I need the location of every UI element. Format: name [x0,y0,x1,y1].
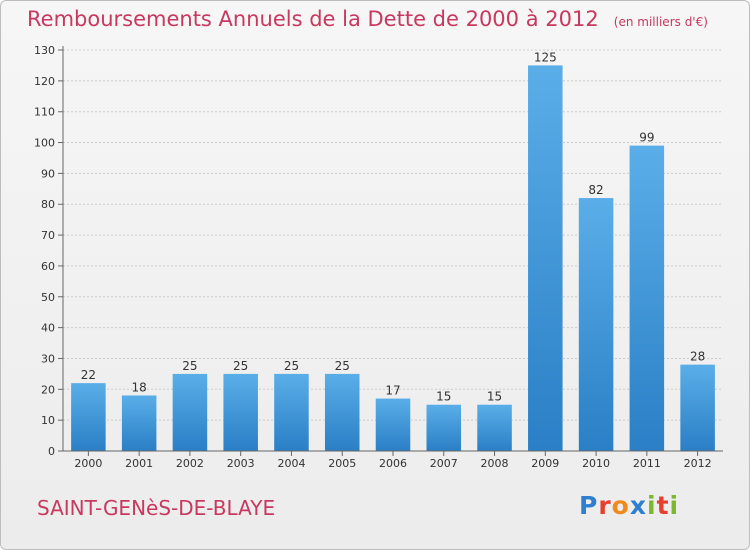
grid-lines [63,49,723,421]
y-tick-label: 100 [34,137,55,150]
y-tick-label: 110 [34,106,55,119]
bar [223,373,258,451]
bar [324,373,360,451]
bar [71,383,106,451]
commune-name: SAINT-GENèS-DE-BLAYE [37,496,276,520]
y-tick-label: 70 [41,229,55,242]
x-tick-label: 2000 [74,457,102,470]
data-label: 25 [233,359,248,373]
data-label: 18 [132,380,147,394]
x-tick-label: 2001 [125,457,153,470]
x-tick-label: 2002 [176,457,204,470]
data-label: 99 [639,131,654,145]
bar [528,65,563,451]
data-label: 125 [534,50,557,64]
logo-letter: t [656,491,670,520]
y-tick-label: 80 [41,198,55,211]
bar [629,145,665,451]
chart-subtitle: (en milliers d'€) [613,15,708,29]
logo-letter: r [598,491,612,520]
x-tick-label: 2011 [633,457,661,470]
logo-letter: o [611,491,630,520]
bar [680,364,715,451]
bars: 22 18 25 25 25 25 17 15 15 125 82 99 28 [71,50,715,451]
chart-title: Remboursements Annuels de la Dette de 20… [27,7,599,31]
bar [172,373,208,451]
x-tick-label: 2005 [328,457,356,470]
axes: 0 10 20 30 40 50 60 70 80 90 100 110 120 130 2000 2001 2… [34,44,723,470]
x-tick-label: 2006 [379,457,407,470]
y-tick-label: 60 [41,260,55,273]
logo-letter: P [579,491,599,520]
bar [375,398,411,451]
y-tick-label: 30 [41,352,55,365]
bar [274,373,309,451]
x-tick-label: 2007 [430,457,458,470]
y-tick-label: 0 [48,445,55,458]
y-tick-label: 50 [41,291,55,304]
data-label: 17 [385,384,400,398]
y-tick-label: 10 [41,414,55,427]
x-tick-label: 2003 [227,457,255,470]
y-tick-label: 120 [34,75,55,88]
logo-letter: x [629,491,647,520]
bar [578,198,614,451]
title-row: Remboursements Annuels de la Dette de 20… [27,7,708,31]
x-tick-label: 2010 [582,457,610,470]
bar [121,395,157,451]
logo-letter: i [669,491,680,520]
y-tick-label: 20 [41,383,55,396]
y-tick-label: 90 [41,167,55,180]
x-tick-label: 2012 [684,457,712,470]
y-tick-label: 130 [34,44,55,57]
x-tick-label: 2004 [277,457,305,470]
data-label: 22 [81,368,96,382]
bar [426,404,462,451]
y-tick-label: 40 [41,322,55,335]
data-label: 28 [690,350,705,364]
data-label: 15 [436,390,451,404]
x-tick-label: 2008 [481,457,509,470]
data-label: 25 [335,359,350,373]
data-label: 82 [588,183,603,197]
data-label: 25 [284,359,299,373]
x-tick-label: 2009 [531,457,559,470]
bar [477,404,512,451]
logo-letter: i [647,491,657,520]
proxiti-logo: Proxiti [579,491,679,520]
data-label: 15 [487,390,502,404]
data-label: 25 [182,359,197,373]
